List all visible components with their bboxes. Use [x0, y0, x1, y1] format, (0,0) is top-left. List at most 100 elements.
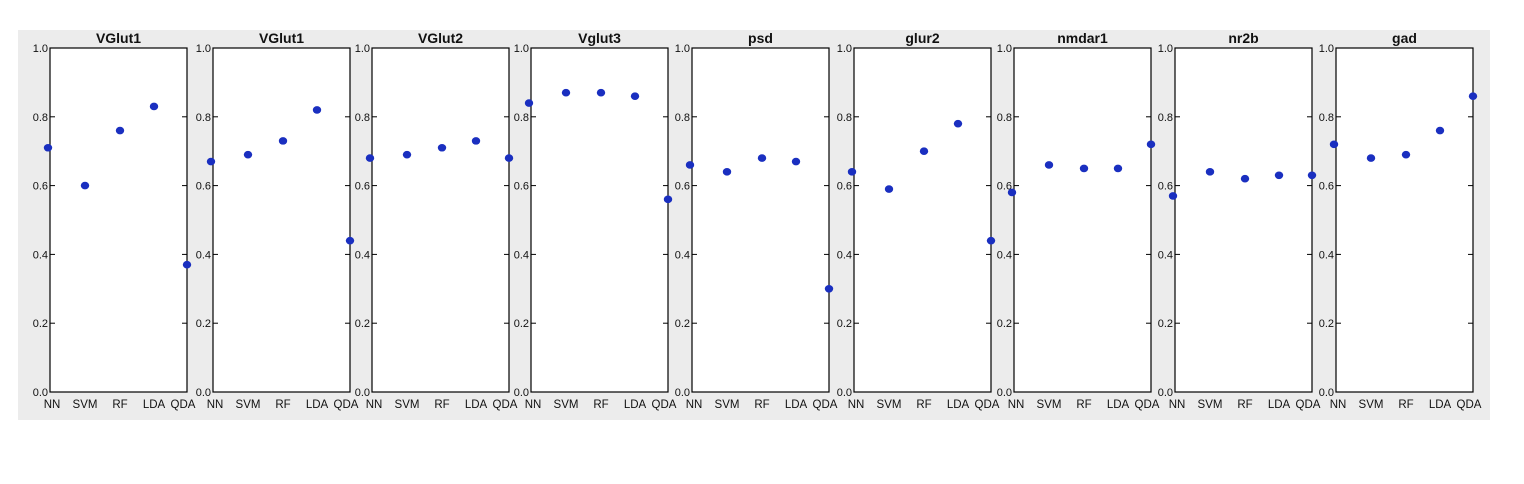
- y-tick-label: 0.0: [1158, 387, 1173, 399]
- x-tick-label: RF: [916, 399, 931, 411]
- y-tick-label: 0.8: [355, 112, 370, 124]
- plot-area: [212, 47, 351, 393]
- y-tick-label: 0.8: [837, 112, 852, 124]
- x-tick-label: NN: [366, 399, 383, 411]
- panel-title: glur2: [905, 30, 939, 46]
- plot-area: [1013, 47, 1152, 393]
- panel-title: gad: [1392, 30, 1417, 46]
- y-tick-label: 0.6: [33, 181, 48, 193]
- panel-title: VGlut1: [259, 30, 304, 46]
- plot-area: [371, 47, 510, 393]
- y-tick-label: 1.0: [675, 43, 690, 55]
- y-tick-label: 0.6: [1158, 181, 1173, 193]
- x-tick-label: RF: [434, 399, 449, 411]
- x-tick-label: NN: [207, 399, 224, 411]
- x-tick-label: SVM: [1037, 399, 1062, 411]
- y-tick-label: 1.0: [514, 43, 529, 55]
- data-point-qda: [986, 236, 996, 245]
- plot-area: [1174, 47, 1313, 393]
- y-tick-label: 0.4: [997, 249, 1012, 261]
- data-point-rf: [1079, 164, 1089, 173]
- data-point-svm: [722, 168, 732, 176]
- y-tick-label: 0.2: [33, 318, 48, 330]
- x-tick-label: SVM: [1359, 399, 1384, 411]
- x-tick-label: RF: [1398, 399, 1413, 411]
- y-tick-label: 0.4: [355, 249, 370, 261]
- data-point-qda: [182, 260, 192, 269]
- x-tick-label: NN: [848, 399, 865, 411]
- data-point-nn: [685, 161, 695, 169]
- data-point-rf: [115, 126, 125, 135]
- data-point-lda: [149, 102, 159, 111]
- y-tick-label: 0.4: [33, 249, 48, 261]
- x-tick-label: QDA: [171, 399, 196, 411]
- y-tick-label: 0.6: [997, 181, 1012, 193]
- plot-area: [691, 47, 830, 393]
- data-point-qda: [663, 195, 673, 204]
- x-tick-label: RF: [112, 399, 127, 411]
- x-tick-label: QDA: [334, 399, 359, 411]
- figure-strip: VGlut1 0.0 0.2 0.4 0.6 0.8 1.0 NN SVM RF LDA QDA VGl…: [18, 30, 1490, 420]
- panel-2: VGlut1 0.0 0.2 0.4 0.6 0.8 1.0 NN SVM RF LDA QDA: [196, 30, 359, 411]
- scatter-panels: VGlut1 0.0 0.2 0.4 0.6 0.8 1.0 NN SVM RF LDA QDA VGl…: [33, 30, 1482, 411]
- x-tick-label: LDA: [947, 399, 970, 411]
- y-tick-label: 0.2: [997, 318, 1012, 330]
- panel-5: psd 0.0 0.2 0.4 0.6 0.8 1.0 NN SVM RF LDA QDA: [675, 30, 838, 411]
- y-tick-label: 0.0: [355, 387, 370, 399]
- data-point-svm: [561, 88, 571, 97]
- y-tick-label: 0.4: [1319, 249, 1334, 261]
- x-tick-label: LDA: [465, 399, 488, 411]
- panel-title: VGlut2: [418, 30, 463, 46]
- x-tick-label: NN: [1008, 399, 1025, 411]
- y-tick-label: 0.6: [1319, 181, 1334, 193]
- data-point-qda: [824, 285, 834, 293]
- x-tick-label: LDA: [624, 399, 647, 411]
- data-point-qda: [345, 236, 355, 245]
- panel-6: glur2 0.0 0.2 0.4 0.6 0.8 1.0 NN SVM RF LDA QDA: [837, 30, 1000, 411]
- data-point-rf: [757, 154, 767, 162]
- x-tick-label: QDA: [652, 399, 677, 411]
- y-tick-label: 0.2: [355, 318, 370, 330]
- data-point-svm: [884, 185, 894, 193]
- y-tick-label: 0.0: [196, 387, 211, 399]
- data-point-svm: [80, 181, 90, 190]
- y-tick-label: 0.8: [514, 112, 529, 124]
- y-tick-label: 0.6: [355, 181, 370, 193]
- panel-title: nmdar1: [1057, 30, 1108, 46]
- data-point-nn: [1329, 140, 1339, 149]
- y-tick-label: 0.2: [196, 318, 211, 330]
- x-tick-label: LDA: [1107, 399, 1130, 411]
- data-point-lda: [312, 106, 322, 114]
- y-tick-label: 0.4: [196, 249, 211, 261]
- x-tick-label: RF: [754, 399, 769, 411]
- data-point-lda: [953, 119, 963, 128]
- x-tick-label: SVM: [715, 399, 740, 411]
- x-tick-label: NN: [1330, 399, 1347, 411]
- y-tick-label: 0.8: [997, 112, 1012, 124]
- y-tick-label: 0.0: [514, 387, 529, 399]
- data-point-rf: [596, 88, 606, 97]
- panel-8: nr2b 0.0 0.2 0.4 0.6 0.8 1.0 NN SVM RF LDA QDA: [1158, 30, 1321, 411]
- data-point-svm: [402, 150, 412, 159]
- y-tick-label: 0.0: [675, 387, 690, 399]
- y-tick-label: 0.2: [1158, 318, 1173, 330]
- y-tick-label: 1.0: [1158, 43, 1173, 55]
- data-point-qda: [1468, 92, 1478, 100]
- data-point-svm: [1205, 168, 1215, 176]
- data-point-svm: [1366, 154, 1376, 162]
- y-tick-label: 0.0: [33, 387, 48, 399]
- x-tick-label: SVM: [877, 399, 902, 411]
- data-point-nn: [206, 157, 216, 166]
- x-tick-label: NN: [686, 399, 703, 411]
- y-tick-label: 0.4: [675, 249, 690, 261]
- x-tick-label: NN: [1169, 399, 1186, 411]
- x-tick-label: QDA: [1457, 399, 1482, 411]
- y-tick-label: 0.4: [837, 249, 852, 261]
- y-tick-label: 0.8: [1319, 112, 1334, 124]
- y-tick-label: 1.0: [33, 43, 48, 55]
- x-tick-label: SVM: [73, 399, 98, 411]
- data-point-svm: [1044, 161, 1054, 169]
- y-tick-label: 0.4: [514, 249, 529, 261]
- y-tick-label: 0.2: [837, 318, 852, 330]
- data-point-qda: [1307, 171, 1317, 180]
